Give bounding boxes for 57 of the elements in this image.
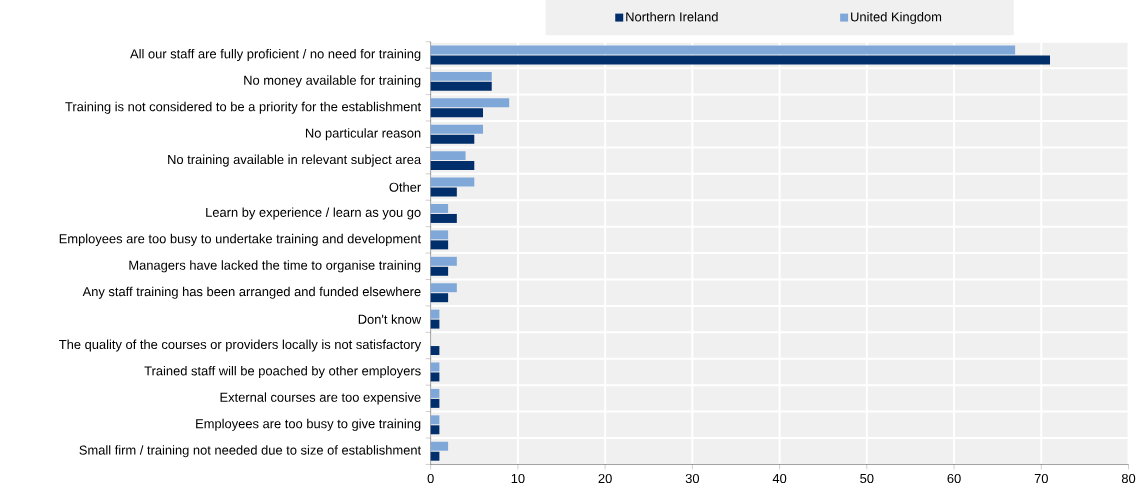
bar — [430, 345, 440, 355]
y-tick-label: No particular reason — [305, 128, 421, 141]
y-tick-label: No money available for training — [244, 75, 421, 88]
bar — [430, 71, 492, 81]
x-tick-label: 70 — [1034, 473, 1048, 483]
x-tick-label: 0 — [427, 473, 434, 483]
y-tick-label: Small firm / training not needed due to size of establishment — [79, 445, 422, 458]
y-tick-label: Learn by experience / learn as you go — [206, 207, 421, 220]
bar — [430, 45, 1016, 55]
legend-label: United Kingdom — [851, 11, 942, 24]
bar — [430, 134, 475, 144]
y-tick-label: No training available in relevant subject area — [168, 154, 422, 167]
bar — [430, 81, 492, 91]
bar — [430, 151, 466, 160]
x-tick-label: 50 — [860, 473, 874, 483]
bar — [430, 177, 475, 187]
x-tick-label: 60 — [947, 473, 961, 483]
x-tick-label: 10 — [511, 473, 525, 483]
y-tick-label: Any staff training has been arranged and funded elsewhere — [82, 286, 421, 299]
bar — [430, 187, 457, 197]
bar — [430, 230, 449, 240]
bar — [430, 256, 457, 266]
bar — [430, 319, 440, 329]
x-tick-label: 30 — [685, 473, 700, 483]
bar — [430, 293, 449, 303]
bar — [430, 108, 484, 118]
bar — [430, 55, 1051, 65]
y-tick-label: Don't know — [358, 314, 422, 324]
bar — [430, 398, 440, 408]
y-tick-label: The quality of the courses or providers locally is not satisfactory — [59, 339, 422, 352]
y-tick-label: External courses are too expensive — [220, 392, 421, 405]
bar — [430, 441, 449, 451]
bar — [430, 240, 449, 250]
y-tick-label: Trained staff will be poached by other employers — [144, 365, 421, 378]
legend-label: Northern Ireland — [626, 11, 718, 22]
y-tick-label: Training is not considered to be a priority for the establishment — [65, 101, 422, 114]
y-tick-label: All our staff are fully proficient / no need for training — [130, 48, 421, 61]
x-tick-label: 40 — [772, 473, 787, 483]
bar — [430, 203, 449, 213]
x-tick-label: 80 — [1121, 473, 1136, 483]
bar — [430, 213, 457, 223]
bar — [430, 372, 440, 382]
y-tick-label: Managers have lacked the time to organise training — [129, 260, 421, 273]
bar — [430, 388, 440, 398]
bar — [430, 283, 457, 293]
bar — [430, 266, 449, 276]
bar — [430, 415, 440, 425]
bar — [430, 451, 440, 461]
y-tick-label: Other — [389, 182, 421, 192]
bar — [430, 425, 440, 435]
x-tick-label: 20 — [598, 473, 612, 483]
bar — [430, 98, 510, 108]
bar — [430, 160, 475, 170]
y-tick-label: Employees are too busy to give training — [196, 418, 421, 431]
bar — [430, 309, 440, 319]
y-tick-label: Employees are too busy to undertake training and development — [59, 233, 422, 246]
bar — [430, 124, 484, 134]
